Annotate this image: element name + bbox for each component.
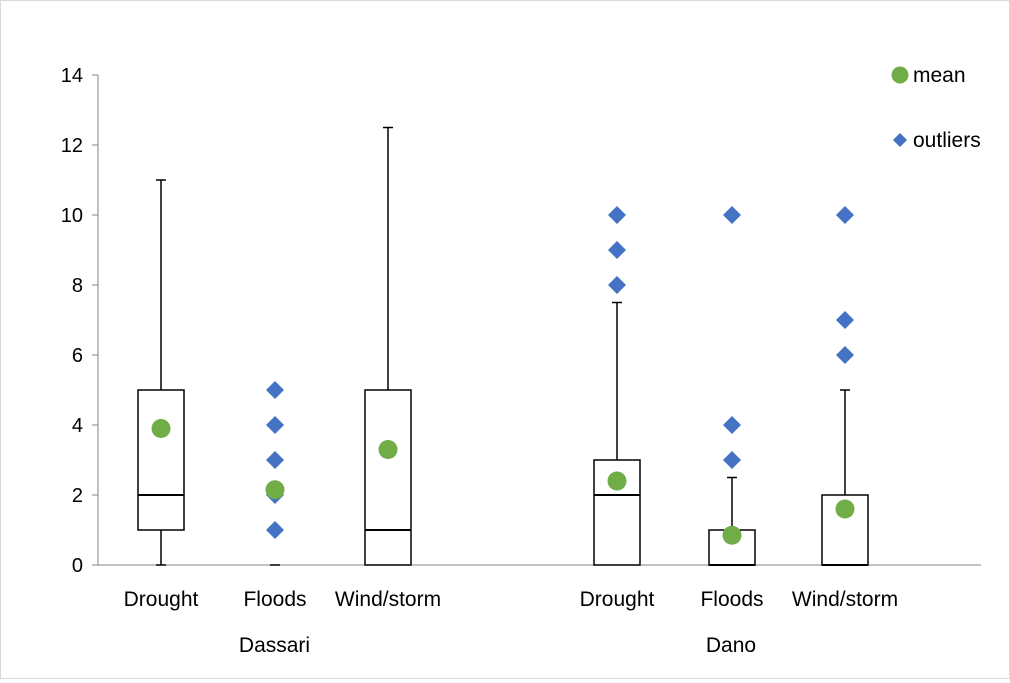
y-tick-label: 10 (61, 205, 83, 227)
axis-layer: 0 2 4 6 8 10 12 14 (61, 65, 981, 577)
y-tick-label: 14 (61, 65, 83, 87)
box (137, 389, 185, 531)
mean-marker (265, 480, 285, 500)
marker-layer (151, 206, 855, 545)
box-layer (137, 126, 869, 566)
category-label: Floods (700, 588, 763, 611)
category-label: Drought (580, 588, 655, 611)
outlier-marker (266, 381, 284, 399)
category-label: Drought (124, 588, 199, 611)
y-tick-label: 8 (72, 275, 83, 297)
outlier-marker (723, 416, 741, 434)
outlier-marker (266, 521, 284, 539)
mean-marker (835, 499, 855, 519)
outlier-marker (836, 346, 854, 364)
outlier-marker (723, 451, 741, 469)
outlier-marker (266, 416, 284, 434)
legend-label: outliers (913, 129, 981, 152)
category-label: Wind/storm (792, 588, 898, 611)
outlier-marker (836, 311, 854, 329)
outlier-marker (723, 206, 741, 224)
legend-marker-outliers (893, 133, 907, 147)
mean-marker (607, 471, 627, 491)
y-tick-label: 2 (72, 485, 83, 507)
y-tick-label: 6 (72, 345, 83, 367)
mean-marker (378, 440, 398, 459)
group-label: Dassari (239, 634, 310, 657)
outlier-marker (608, 276, 626, 294)
outlier-marker (608, 241, 626, 259)
mean-marker (151, 419, 171, 438)
legend-marker-mean (891, 66, 909, 84)
outlier-marker (608, 206, 626, 224)
y-tick-label: 4 (72, 415, 83, 437)
y-tick-label: 0 (72, 555, 83, 577)
outlier-marker (266, 451, 284, 469)
legend-label: mean (913, 64, 966, 87)
category-label: Wind/storm (335, 588, 441, 611)
label-layer: Drought Floods Wind/storm Dassari Drought Flo… (124, 588, 898, 657)
group-label: Dano (706, 634, 756, 657)
box (364, 389, 412, 566)
legend: mean outliers (891, 64, 981, 152)
mean-marker (722, 525, 742, 545)
category-label: Floods (243, 588, 306, 611)
y-tick-label: 12 (61, 135, 83, 157)
outlier-marker (836, 206, 854, 224)
